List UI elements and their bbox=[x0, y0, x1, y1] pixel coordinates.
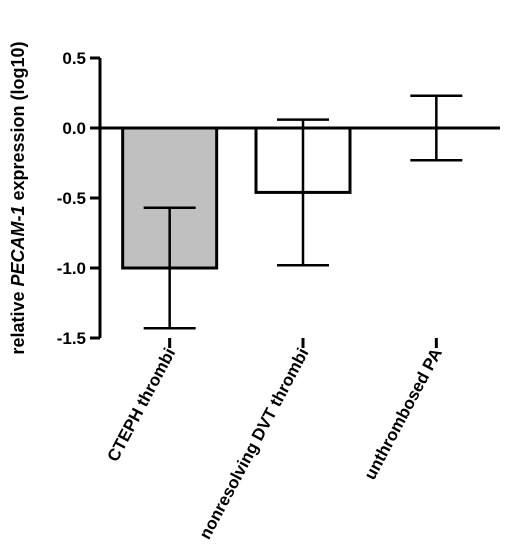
x-category-label: CTEPH thrombi bbox=[103, 345, 179, 465]
y-axis-label-gene: PECAM-1 bbox=[8, 206, 28, 287]
y-axis-label-part-1: relative bbox=[8, 287, 28, 355]
y-tick-label: 0.0 bbox=[62, 119, 86, 138]
y-tick-label: 0.5 bbox=[62, 49, 86, 68]
plot-area: 0.5 0.0 -0.5 -1.0 -1.5 CTEPH thrombi nonresolv… bbox=[57, 49, 500, 542]
y-axis-label-part-2: expression (log10) bbox=[8, 41, 28, 205]
y-axis-label: relative PECAM-1 expression (log10) bbox=[8, 41, 28, 354]
x-category-label: unthrombosed PA bbox=[361, 345, 446, 483]
y-tick-label: -1.0 bbox=[57, 259, 86, 278]
y-tick-label: -0.5 bbox=[57, 189, 86, 208]
x-category-label: nonresolving DVT thrombi bbox=[196, 345, 313, 542]
y-tick-label: -1.5 bbox=[57, 329, 86, 348]
